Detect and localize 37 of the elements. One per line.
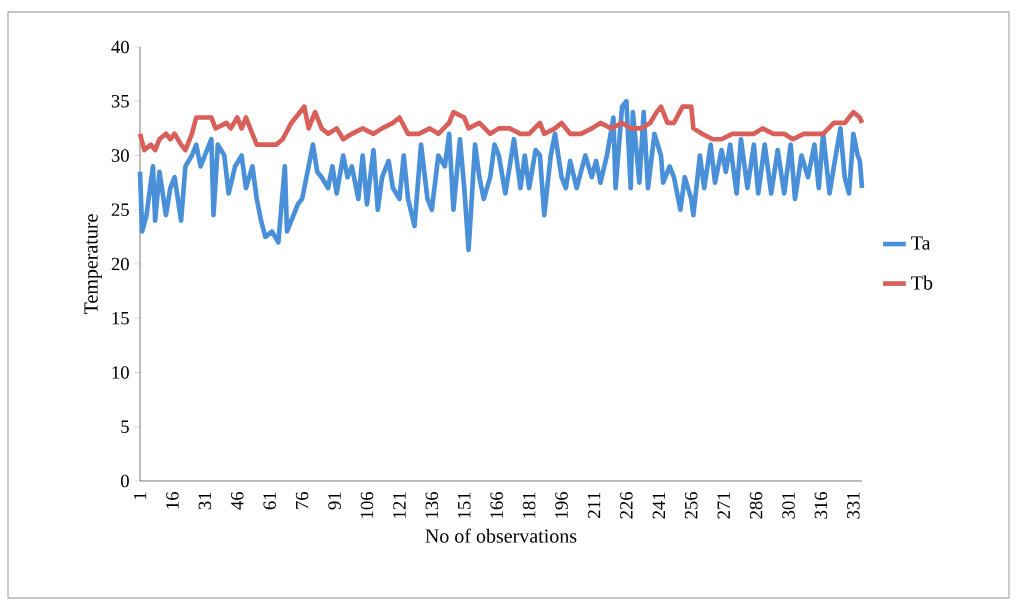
x-tick-label: 226	[620, 491, 633, 519]
x-tick-label: 271	[717, 492, 730, 519]
x-tick-label: 241	[652, 492, 665, 519]
x-tick-label: 121	[393, 492, 406, 518]
x-tick-label: 1	[133, 492, 147, 500]
y-axis-title: Temperature	[84, 214, 102, 315]
x-tick-label: 286	[749, 491, 763, 519]
x-tick-label: 256	[684, 491, 698, 519]
x-tick-label: 181	[522, 492, 536, 518]
x-tick-label: 106	[360, 491, 374, 518]
x-tick-label: 16	[166, 491, 179, 509]
x-tick-label: 301	[782, 492, 795, 519]
y-tick-label: 0	[120, 474, 129, 488]
y-tick-label: 20	[111, 257, 129, 271]
x-tick-label: 46	[231, 491, 244, 510]
x-tick-label: 166	[490, 491, 503, 518]
x-tick-label: 91	[328, 492, 341, 510]
y-tick-label: 10	[112, 366, 129, 379]
x-tick-label: 31	[198, 492, 212, 510]
x-tick-label: 211	[587, 492, 601, 518]
x-tick-label: 316	[814, 491, 828, 519]
x-tick-label: 61	[263, 492, 276, 510]
x-tick-label: 331	[847, 492, 860, 519]
line-series	[137, 98, 865, 253]
legend-label: Ta	[911, 236, 931, 250]
y-tick-label: 35	[111, 94, 129, 108]
x-tick-label: 196	[555, 491, 568, 518]
y-tick-label: 30	[111, 149, 129, 162]
x-axis-title: No of observations	[425, 528, 577, 543]
legend-label: Tb	[911, 275, 933, 290]
y-tick-label: 5	[121, 420, 129, 433]
x-tick-label: 151	[457, 492, 471, 518]
y-tick-label: 15	[112, 311, 129, 325]
x-tick-label: 136	[425, 491, 439, 518]
y-tick-label: 25	[111, 203, 129, 217]
y-tick-label: 40	[111, 40, 129, 54]
x-tick-label: 76	[295, 491, 309, 509]
